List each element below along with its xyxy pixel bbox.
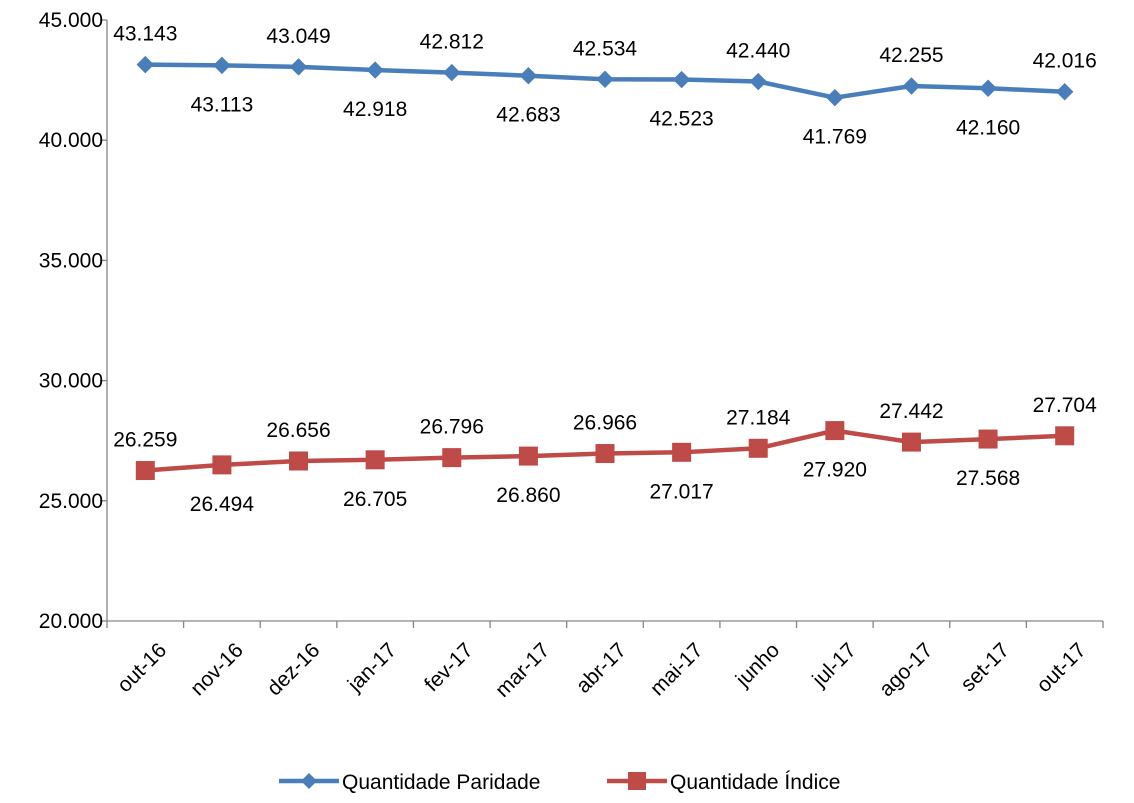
y-tick-label: 20.000: [39, 610, 103, 633]
data-point-square: [443, 449, 461, 467]
legend-label: Quantidade Paridade: [342, 771, 541, 794]
data-point-diamond: [137, 57, 153, 73]
data-label: 42.016: [1033, 50, 1097, 73]
data-label: 42.440: [726, 40, 790, 63]
x-tick-label: mar-17: [491, 639, 554, 702]
data-label: 27.568: [956, 467, 1020, 490]
data-label: 27.184: [726, 406, 791, 429]
data-point-diamond: [444, 65, 460, 81]
x-tick-label: jan-17: [343, 639, 401, 697]
data-point-square: [519, 447, 537, 465]
data-point-square: [290, 452, 308, 470]
data-label: 26.860: [496, 484, 560, 507]
data-label: 41.769: [803, 126, 867, 149]
data-label: 42.255: [879, 44, 943, 67]
data-point-diamond: [980, 80, 996, 96]
x-tick-label: out-17: [1032, 639, 1090, 697]
y-tick-label: 25.000: [39, 490, 103, 513]
data-label: 27.704: [1033, 394, 1098, 417]
data-point-diamond: [903, 78, 919, 94]
x-tick-label: mai-17: [646, 639, 708, 701]
data-label: 26.656: [266, 419, 330, 442]
legend-square-marker: [628, 772, 646, 790]
data-label: 27.017: [649, 480, 713, 503]
data-label: 27.442: [879, 400, 943, 423]
data-point-square: [673, 443, 691, 461]
legend: Quantidade Paridade Quantidade Índice: [279, 771, 840, 794]
x-tick-label: ago-17: [875, 639, 938, 702]
data-point-diamond: [597, 71, 613, 87]
data-label: 43.143: [113, 23, 177, 46]
data-label: 26.796: [420, 416, 484, 439]
data-point-square: [366, 451, 384, 469]
data-label: 42.918: [343, 98, 407, 121]
x-tick-label: abr-17: [572, 639, 631, 698]
data-point-square: [596, 445, 614, 463]
data-label: 26.259: [113, 429, 177, 452]
y-tick-label: 30.000: [39, 370, 103, 393]
y-tick-label: 40.000: [39, 129, 103, 152]
x-tick-label: fev-17: [420, 639, 478, 697]
x-tick-label: junho: [731, 639, 784, 692]
legend-diamond-marker: [301, 773, 317, 789]
data-point-square: [902, 433, 920, 451]
x-tick-label: nov-16: [186, 639, 248, 701]
data-label: 43.049: [266, 25, 330, 48]
data-point-diamond: [520, 68, 536, 84]
data-label: 42.160: [956, 116, 1020, 139]
data-point-square: [213, 456, 231, 474]
data-label: 26.705: [343, 488, 407, 511]
x-tick-label: dez-16: [263, 639, 325, 701]
data-point-square: [749, 439, 767, 457]
data-label: 27.920: [803, 459, 867, 482]
legend-label: Quantidade Índice: [670, 771, 840, 794]
data-point-diamond: [291, 59, 307, 75]
y-tick-label: 35.000: [39, 249, 103, 272]
x-tick-label: out-16: [113, 639, 171, 697]
data-point-square: [136, 462, 154, 480]
data-label: 26.494: [190, 493, 255, 516]
data-point-diamond: [674, 72, 690, 88]
data-label: 42.683: [496, 104, 560, 127]
data-point-diamond: [367, 62, 383, 78]
data-label: 43.113: [191, 93, 254, 116]
legend-item-0: Quantidade Paridade: [279, 771, 541, 794]
data-point-diamond: [827, 90, 843, 106]
data-label: 42.812: [420, 31, 484, 54]
data-label: 26.966: [573, 412, 637, 435]
data-point-square: [826, 422, 844, 440]
data-label: 42.534: [573, 37, 638, 60]
data-label: 42.523: [649, 108, 713, 131]
data-point-square: [1056, 427, 1074, 445]
data-point-diamond: [1057, 84, 1073, 100]
y-tick-label: 45.000: [39, 9, 103, 32]
data-point-square: [979, 430, 997, 448]
x-tick-label: jul-17: [807, 639, 860, 692]
legend-item-1: Quantidade Índice: [607, 771, 840, 794]
x-tick-label: set-17: [956, 639, 1014, 697]
data-point-diamond: [750, 74, 766, 90]
data-point-diamond: [214, 57, 230, 73]
